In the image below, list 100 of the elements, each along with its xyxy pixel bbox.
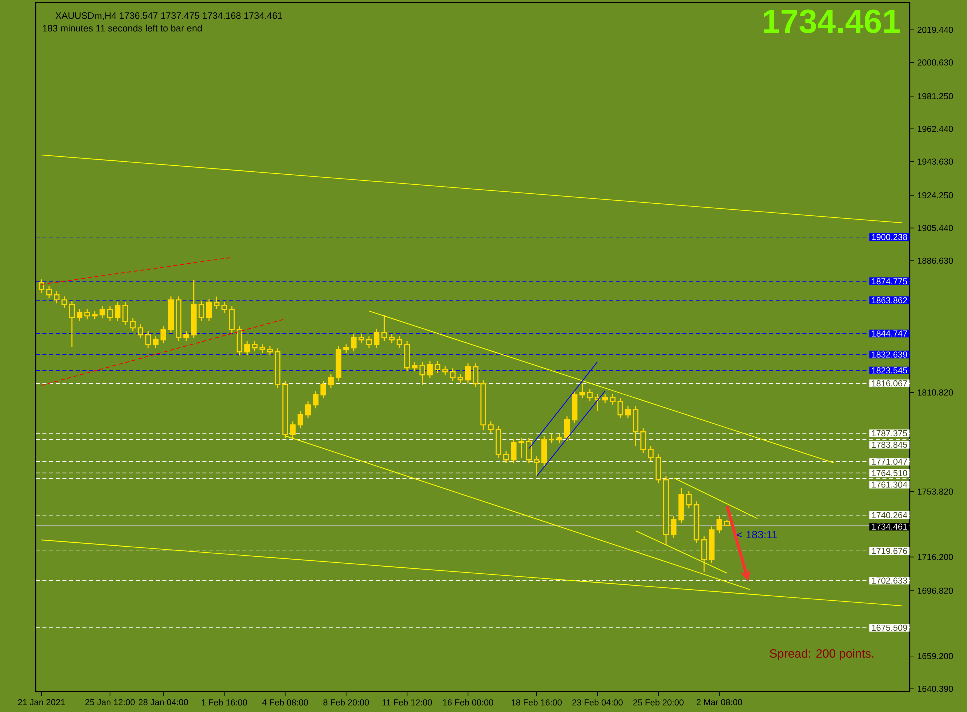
candlestick [138, 324, 144, 340]
ref-line-label: 1823.545 [872, 368, 908, 374]
ref-line-label: 1675.509 [872, 624, 908, 632]
candlestick [153, 336, 159, 349]
ref-line-label: 1771.047 [872, 458, 908, 465]
ref-line-label: 1761.304 [872, 482, 908, 488]
candlestick [549, 434, 555, 444]
candlestick [389, 334, 395, 344]
ref-line-label: 1787.375 [872, 430, 908, 437]
x-tick-label: 25 Feb 20:00 [634, 699, 684, 706]
candlestick [618, 398, 624, 420]
candlestick [396, 336, 403, 349]
y-tick-label: 1659.200 [918, 653, 954, 660]
candlestick [305, 401, 312, 420]
candlestick [69, 300, 76, 348]
x-tick-label: 2 Mar 08:00 [696, 699, 742, 706]
x-tick-label: 4 Feb 08:00 [262, 699, 308, 706]
ref-line-label: 1816.067 [872, 380, 908, 387]
ref-line-label: 1719.676 [872, 548, 908, 554]
x-tick-label: 28 Jan 04:00 [138, 699, 188, 706]
candlestick [587, 388, 593, 402]
annotation: < 183:11 [737, 531, 778, 539]
candlestick [328, 374, 334, 389]
candlestick [526, 438, 532, 464]
candlestick [313, 391, 319, 410]
y-tick-label: 1981.250 [918, 93, 954, 100]
candlestick [434, 360, 441, 374]
ref-line-label: 1783.845 [872, 442, 908, 448]
candlestick [412, 362, 418, 372]
candlestick [229, 306, 235, 334]
x-tick-label: 1 Feb 16:00 [202, 699, 248, 706]
candlestick [366, 336, 372, 349]
x-tick-label: 18 Feb 16:00 [512, 699, 562, 706]
y-tick-label: 1962.440 [918, 126, 954, 132]
candlestick [473, 363, 479, 388]
candlestick [625, 406, 632, 420]
x-tick-label: 25 Jan 12:00 [86, 699, 135, 706]
candlestick [160, 326, 166, 344]
y-tick-label: 1886.630 [918, 258, 954, 264]
y-tick-label: 2000.630 [918, 60, 954, 66]
candlestick [632, 406, 639, 447]
candlestick [534, 456, 540, 476]
candlestick [648, 446, 654, 462]
candlestick [358, 334, 364, 344]
ref-line-label: 1832.639 [872, 352, 908, 358]
ref-line-label: 1702.633 [872, 578, 908, 584]
candlestick [146, 331, 152, 349]
candlestick [38, 279, 45, 294]
candlestick [130, 318, 136, 332]
y-tick-label: 1924.250 [918, 192, 954, 199]
y-tick-label: 1943.630 [918, 158, 954, 165]
ref-line-label: 1900.238 [872, 234, 908, 240]
candlestick [580, 383, 586, 400]
x-tick-label: 23 Feb 04:00 [572, 699, 623, 706]
y-tick-label: 1753.820 [918, 488, 954, 495]
candlestick [465, 363, 472, 384]
candlestick [206, 299, 212, 322]
ref-line-label: 1874.775 [872, 278, 908, 285]
candlestick [442, 366, 448, 376]
candlestick [686, 490, 692, 510]
candlestick [298, 411, 304, 430]
candlestick [450, 368, 456, 382]
annotation: Spread: 200 points. [770, 649, 874, 660]
candlestick [488, 421, 494, 434]
x-tick-label: 16 Feb 00:00 [443, 699, 494, 706]
candlestick [556, 434, 562, 444]
ref-line-label: 1844.747 [872, 330, 908, 337]
candlestick [458, 374, 464, 384]
y-tick-label: 1696.820 [918, 588, 954, 594]
candlestick [46, 286, 52, 300]
candlestick [107, 306, 114, 322]
candlestick [702, 536, 708, 573]
candlestick [640, 428, 646, 454]
candlestick [267, 346, 274, 356]
text: XAUUSDm,H4 1736.547 1737.475 1734.168 1734.461 [56, 12, 282, 20]
ref-line-label: 1764.510 [872, 470, 908, 476]
candlestick [244, 340, 250, 356]
candlestick [84, 308, 90, 320]
candlestick [115, 302, 121, 322]
y-tick-label: 2019.440 [918, 26, 954, 34]
candlestick [374, 328, 380, 349]
text: 183 minutes 11 seconds left to bar end [43, 24, 202, 32]
candlestick [76, 308, 83, 322]
candlestick [382, 314, 388, 342]
candlestick [716, 516, 722, 534]
x-tick-label: 8 Feb 20:00 [324, 699, 370, 706]
candlestick [564, 416, 570, 442]
candlestick [404, 340, 410, 372]
candlestick [100, 306, 106, 320]
candlestick [656, 454, 662, 484]
candlestick [542, 436, 548, 468]
candlestick [427, 360, 433, 380]
candlestick [222, 302, 228, 314]
candlestick [214, 296, 220, 310]
ref-line-label: 1863.862 [872, 297, 908, 304]
y-tick-label: 1810.820 [918, 390, 954, 396]
x-tick-label: 11 Feb 12:00 [382, 699, 432, 706]
annotation: 1734.461 [764, 10, 900, 34]
y-tick-label: 1716.200 [918, 554, 954, 560]
candlestick [198, 300, 204, 322]
